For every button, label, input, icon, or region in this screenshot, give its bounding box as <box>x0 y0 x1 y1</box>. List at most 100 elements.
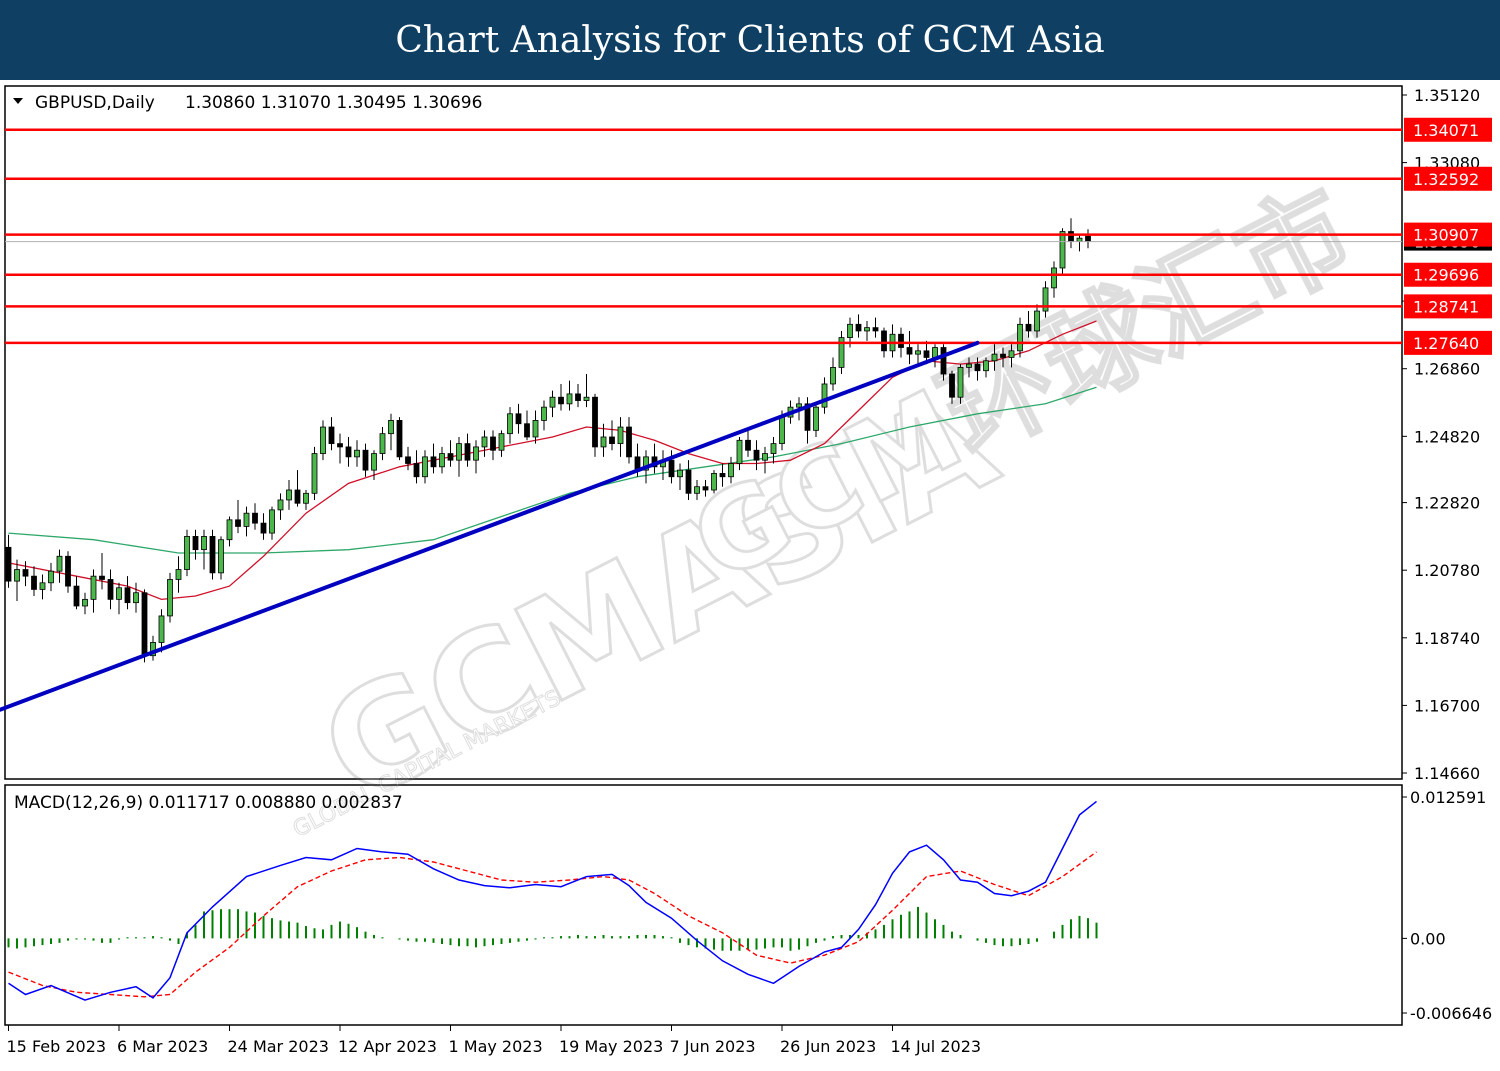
candle-body <box>22 569 29 577</box>
candle-body <box>31 575 37 590</box>
candle-body <box>65 555 71 587</box>
candle <box>5 534 12 588</box>
candle <box>541 400 547 431</box>
macd-header: MACD(12,26,9) 0.011717 0.008880 0.002837 <box>14 793 403 813</box>
candle <box>133 582 139 613</box>
candle-body <box>1017 323 1023 352</box>
candle <box>711 470 717 494</box>
candle-body <box>515 413 522 425</box>
x-tick-label: 24 Mar 2023 <box>228 1037 329 1056</box>
candle-body <box>294 489 301 504</box>
candle-body <box>1042 287 1049 312</box>
candle-body <box>226 519 233 541</box>
candle-body <box>957 366 964 398</box>
banner-title: Chart Analysis for Clients of GCM Asia <box>0 0 1500 80</box>
sr-label-box <box>1404 166 1492 191</box>
candle <box>124 576 131 610</box>
candle <box>566 380 573 411</box>
sr-label-box <box>1404 330 1492 355</box>
candle-body <box>532 420 539 438</box>
candle-body <box>949 373 955 398</box>
candle <box>218 536 224 580</box>
candle-body <box>991 353 998 362</box>
x-tick-label: 14 Jul 2023 <box>891 1037 982 1056</box>
price-panel-frame <box>4 85 1403 780</box>
candle <box>226 516 233 547</box>
y-tick-label: 1.35120 <box>1414 86 1480 105</box>
candle <box>158 609 165 653</box>
candle <box>167 572 173 623</box>
candle <box>719 463 726 487</box>
candle-body <box>354 449 360 458</box>
candle-body <box>668 459 675 478</box>
candle-body <box>592 396 598 448</box>
candle <box>821 377 828 414</box>
candle-body <box>82 598 88 607</box>
candle-body <box>405 456 411 464</box>
candle-body <box>541 406 547 421</box>
candle-body <box>779 416 785 445</box>
candle-body <box>745 439 751 451</box>
candle-body <box>643 456 649 471</box>
candle-body <box>422 456 428 478</box>
candle-body <box>677 469 683 478</box>
candle-body <box>600 436 607 448</box>
candle-body <box>1068 231 1074 242</box>
candle <box>770 436 777 464</box>
candle-body <box>447 453 454 461</box>
candle <box>447 440 454 467</box>
candle <box>99 552 105 590</box>
candle <box>379 427 386 461</box>
candle-body <box>184 535 190 570</box>
candle-body <box>150 642 156 657</box>
candle <box>813 403 819 437</box>
candle-body <box>711 473 717 491</box>
candle-body <box>804 403 811 431</box>
candle <box>294 470 301 507</box>
candle-body <box>490 436 496 451</box>
candle-body <box>362 449 369 471</box>
candle <box>473 440 479 474</box>
sr-label: 1.30907 <box>1413 226 1479 245</box>
x-tick-label: 6 Mar 2023 <box>117 1037 208 1056</box>
candle-body <box>881 330 887 352</box>
candle <box>413 450 420 484</box>
candle-body <box>838 337 845 368</box>
candle-body <box>983 360 989 372</box>
candle-body <box>260 522 267 534</box>
candle <box>1034 304 1040 338</box>
candle-body <box>575 393 581 401</box>
candle-body <box>796 403 802 408</box>
candle <box>583 374 590 408</box>
candle-body <box>872 327 879 332</box>
candle <box>354 440 360 467</box>
candle <box>906 330 913 365</box>
support-resistance-lines <box>5 128 1402 345</box>
candle-body <box>966 363 972 368</box>
candle-body <box>898 333 904 348</box>
candle <box>991 344 998 371</box>
macd-series <box>7 800 1098 1001</box>
candle <box>345 436 352 467</box>
dropdown-triangle-icon[interactable] <box>13 98 23 104</box>
macd-y-tick-label: -0.006646 <box>1410 1004 1492 1023</box>
candle <box>405 446 411 471</box>
candle-body <box>345 446 352 458</box>
candle <box>915 344 921 365</box>
axes: 1.351201.330801.289001.268601.248201.228… <box>7 86 1493 1056</box>
candle-body <box>566 393 573 405</box>
candle-body <box>1051 267 1057 289</box>
candle <box>532 410 539 444</box>
candle <box>864 321 870 341</box>
y-tick-label: 1.16700 <box>1414 696 1480 715</box>
candle <box>974 357 981 381</box>
sr-label-box <box>1404 222 1492 247</box>
candle <box>464 433 471 467</box>
candle <box>337 433 343 464</box>
candle-body <box>439 453 445 468</box>
candle <box>702 480 709 497</box>
candle <box>685 460 692 500</box>
candle-body <box>5 546 12 582</box>
candle <box>498 430 505 457</box>
